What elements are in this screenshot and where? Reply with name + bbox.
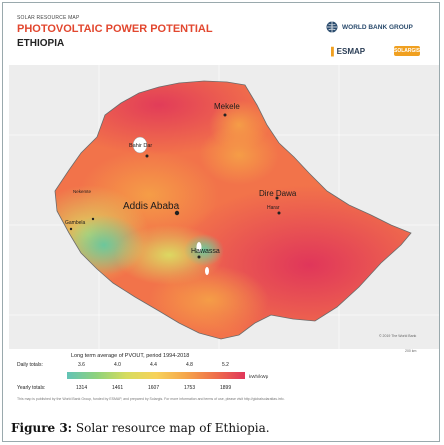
city-label-addis-ababa: Addis Ababa bbox=[123, 201, 180, 212]
marker-mekele bbox=[223, 113, 227, 117]
city-label-harar: Harar bbox=[267, 205, 280, 211]
marker-addis-ababa bbox=[174, 210, 180, 216]
yearly-value: 1314 bbox=[76, 385, 88, 391]
daily-value: 4.8 bbox=[186, 362, 193, 368]
esmap-logo: ▌ESMAP bbox=[331, 47, 366, 56]
globe-icon bbox=[326, 21, 338, 33]
marker-dire-dawa bbox=[275, 196, 279, 200]
city-label-hawassa: Hawassa bbox=[191, 248, 220, 255]
marker-bahir-dar bbox=[145, 154, 149, 158]
lake-ziway bbox=[196, 242, 202, 252]
caption-text: Solar resource map of Ethiopia. bbox=[72, 421, 270, 435]
daily-value: 5.2 bbox=[222, 362, 229, 368]
marker-gambela bbox=[69, 227, 73, 231]
figure-caption: Figure 3: Solar resource map of Ethiopia… bbox=[11, 421, 270, 435]
yearly-value: 1899 bbox=[220, 385, 232, 391]
caption-label: Figure 3: bbox=[11, 421, 73, 435]
city-label-dire-dawa: Dire Dawa bbox=[259, 189, 297, 198]
city-markers bbox=[69, 113, 281, 259]
legend: Long term average of PVOUT, period 1994-… bbox=[9, 349, 439, 405]
city-label-bahir-dar: Bahir Dar bbox=[129, 143, 153, 149]
city-label-mekele: Mekele bbox=[214, 102, 240, 111]
ethiopia-pv-map bbox=[9, 65, 439, 349]
yearly-value: 1607 bbox=[148, 385, 160, 391]
legend-footnote: This map is published by the World Bank … bbox=[17, 397, 285, 401]
legend-color-bar bbox=[67, 372, 245, 379]
marker-harar bbox=[277, 211, 281, 215]
map-overline: SOLAR RESOURCE MAP bbox=[17, 15, 80, 21]
solargis-logo: SOLARGIS bbox=[394, 46, 421, 56]
lake-tana bbox=[132, 136, 148, 154]
daily-value: 4.4 bbox=[150, 362, 157, 368]
map-country: ETHIOPIA bbox=[17, 38, 65, 49]
daily-totals-label: Daily totals: bbox=[17, 362, 43, 368]
daily-value: 3.6 bbox=[78, 362, 85, 368]
world-bank-text: WORLD BANK GROUP bbox=[342, 23, 413, 31]
yearly-value: 1753 bbox=[184, 385, 196, 391]
city-label-gambela: Gambela bbox=[65, 220, 86, 226]
esmap-text: ESMAP bbox=[336, 47, 366, 56]
map-scale: 200 km bbox=[405, 349, 417, 353]
solar-map-poster: SOLAR RESOURCE MAP PHOTOVOLTAIC POWER PO… bbox=[9, 9, 439, 405]
daily-value: 4.0 bbox=[114, 362, 121, 368]
country-border bbox=[54, 80, 412, 340]
world-bank-logo: WORLD BANK GROUP bbox=[326, 21, 413, 33]
marker-nekemte bbox=[91, 217, 95, 221]
city-label-nekemte: Nekemte bbox=[73, 189, 92, 194]
legend-unit: kWh/kWp bbox=[249, 374, 269, 379]
map-title: PHOTOVOLTAIC POWER POTENTIAL bbox=[17, 23, 213, 35]
yearly-totals-label: Yearly totals: bbox=[17, 385, 46, 391]
legend-title: Long term average of PVOUT, period 1994-… bbox=[71, 353, 190, 359]
figure-frame: SOLAR RESOURCE MAP PHOTOVOLTAIC POWER PO… bbox=[2, 2, 440, 442]
marker-hawassa bbox=[197, 255, 201, 259]
lake-abaya bbox=[205, 267, 209, 275]
yearly-value: 1461 bbox=[112, 385, 124, 391]
map-copyright: © 2019 The World Bank bbox=[379, 334, 417, 338]
